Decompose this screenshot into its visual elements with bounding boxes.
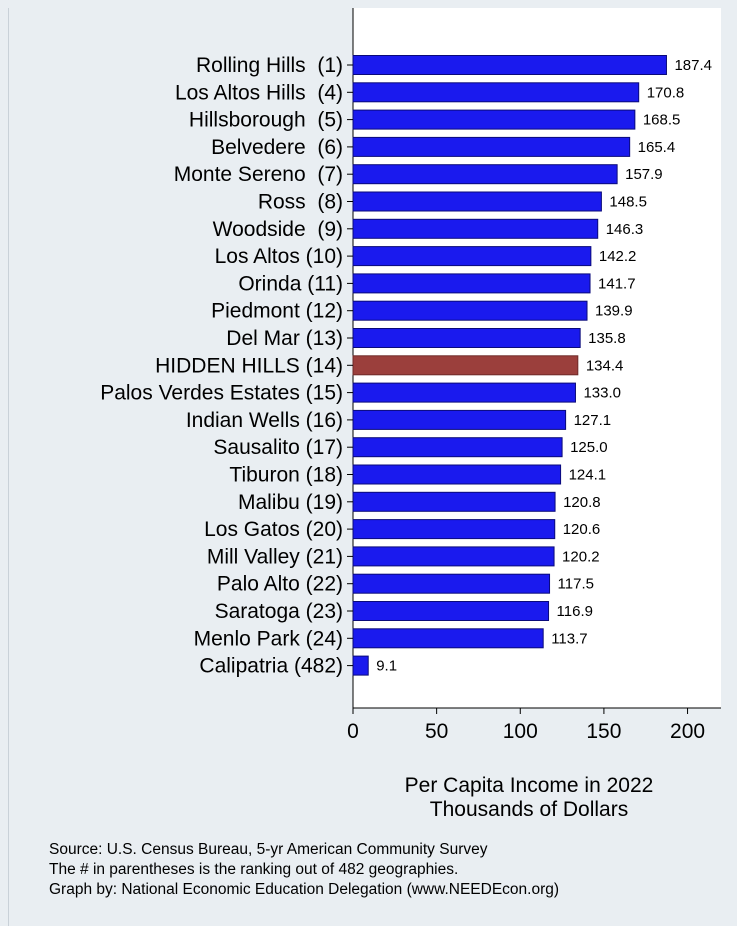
category-label: Saratoga (23) bbox=[215, 600, 343, 623]
bar-value-label: 134.4 bbox=[586, 357, 624, 374]
x-tick-label: 50 bbox=[425, 720, 448, 743]
bar bbox=[352, 382, 576, 403]
bar-value-label: 125.0 bbox=[570, 439, 608, 456]
category-label: Orinda (11) bbox=[238, 272, 343, 295]
bar bbox=[352, 55, 667, 75]
bar-value-label: 135.8 bbox=[588, 330, 626, 347]
bar-value-label: 113.7 bbox=[551, 630, 587, 647]
category-label: Rolling Hills (1) bbox=[196, 54, 343, 77]
bar bbox=[352, 573, 551, 594]
category-label: Hillsborough (5) bbox=[189, 109, 343, 132]
bar-value-label: 133.0 bbox=[583, 385, 621, 402]
bar bbox=[352, 273, 591, 294]
bar-value-label: 124.1 bbox=[569, 467, 607, 484]
category-label: Palos Verdes Estates (15) bbox=[100, 382, 343, 405]
x-tick-label: 100 bbox=[503, 720, 538, 743]
x-axis-title: Thousands of Dollars bbox=[430, 798, 628, 821]
bar-value-label: 146.3 bbox=[606, 221, 644, 238]
category-label: Ross (8) bbox=[258, 191, 343, 214]
ranking-note: The # in parentheses is the ranking out … bbox=[49, 861, 459, 878]
bar bbox=[352, 464, 562, 485]
bar bbox=[352, 246, 592, 267]
category-label: Monte Sereno (7) bbox=[174, 163, 343, 186]
category-label: Los Gatos (20) bbox=[204, 518, 343, 541]
bar-chart: 187.4 Rolling Hills (1) 170.8 Los Altos Hil… bbox=[100, 8, 721, 821]
category-label: HIDDEN HILLS (14) bbox=[155, 354, 343, 377]
category-label: Piedmont (12) bbox=[211, 300, 343, 323]
category-label: Woodside (9) bbox=[213, 218, 343, 241]
category-label: Indian Wells (16) bbox=[186, 409, 343, 432]
bar bbox=[352, 409, 567, 430]
bar-value-label: 187.4 bbox=[674, 57, 712, 74]
category-label: Los Altos Hills (4) bbox=[175, 81, 343, 104]
x-tick-label: 150 bbox=[586, 720, 621, 743]
source-line: Source: U.S. Census Bureau, 5-yr America… bbox=[49, 841, 488, 858]
category-label: Calipatria (482) bbox=[199, 655, 343, 678]
bar-value-label: 142.2 bbox=[599, 248, 637, 265]
bar bbox=[352, 655, 369, 676]
category-label: Malibu (19) bbox=[238, 491, 343, 514]
bar bbox=[352, 109, 636, 130]
bar bbox=[352, 300, 588, 321]
bar-value-label: 117.5 bbox=[558, 576, 594, 593]
category-label: Palo Alto (22) bbox=[217, 573, 343, 596]
bar-value-label: 141.7 bbox=[598, 275, 636, 292]
bar-value-label: 116.9 bbox=[557, 603, 593, 620]
bar-value-label: 120.6 bbox=[563, 521, 601, 538]
bar-value-label: 157.9 bbox=[625, 166, 663, 183]
bar-value-label: 127.1 bbox=[574, 412, 612, 429]
category-label: Los Altos (10) bbox=[215, 245, 343, 268]
bar bbox=[352, 519, 556, 540]
bar bbox=[352, 136, 631, 157]
chart-frame: 187.4 Rolling Hills (1) 170.8 Los Altos Hil… bbox=[8, 8, 737, 926]
bar bbox=[352, 164, 618, 185]
bar-value-label: 120.2 bbox=[562, 548, 600, 565]
x-axis-title: Per Capita Income in 2022 bbox=[405, 774, 654, 797]
category-label: Mill Valley (21) bbox=[207, 545, 343, 568]
bar bbox=[352, 328, 581, 348]
bar bbox=[352, 628, 544, 649]
category-label: Del Mar (13) bbox=[226, 327, 343, 350]
bar-value-label: 170.8 bbox=[647, 84, 685, 101]
bar-value-label: 148.5 bbox=[609, 194, 647, 211]
bar bbox=[352, 601, 550, 621]
category-label: Menlo Park (24) bbox=[194, 627, 343, 650]
credit-line: Graph by: National Economic Education De… bbox=[49, 881, 560, 898]
x-tick-label: 200 bbox=[670, 720, 705, 743]
bar bbox=[352, 82, 640, 103]
bar bbox=[352, 355, 579, 376]
bar bbox=[352, 491, 556, 512]
bar bbox=[352, 546, 555, 567]
bar bbox=[352, 191, 602, 212]
bar bbox=[352, 218, 599, 239]
category-label: Tiburon (18) bbox=[229, 464, 343, 487]
bar-value-label: 139.9 bbox=[595, 303, 633, 320]
bar bbox=[352, 437, 563, 458]
source-notes: Source: U.S. Census Bureau, 5-yr America… bbox=[49, 840, 559, 900]
bar-value-label: 120.8 bbox=[563, 494, 601, 511]
x-tick-label: 0 bbox=[347, 720, 359, 743]
category-label: Belvedere (6) bbox=[211, 136, 343, 159]
category-label: Sausalito (17) bbox=[213, 436, 343, 459]
bar-value-label: 9.1 bbox=[376, 658, 397, 675]
bar-value-label: 165.4 bbox=[638, 139, 676, 156]
bar-value-label: 168.5 bbox=[643, 112, 681, 129]
